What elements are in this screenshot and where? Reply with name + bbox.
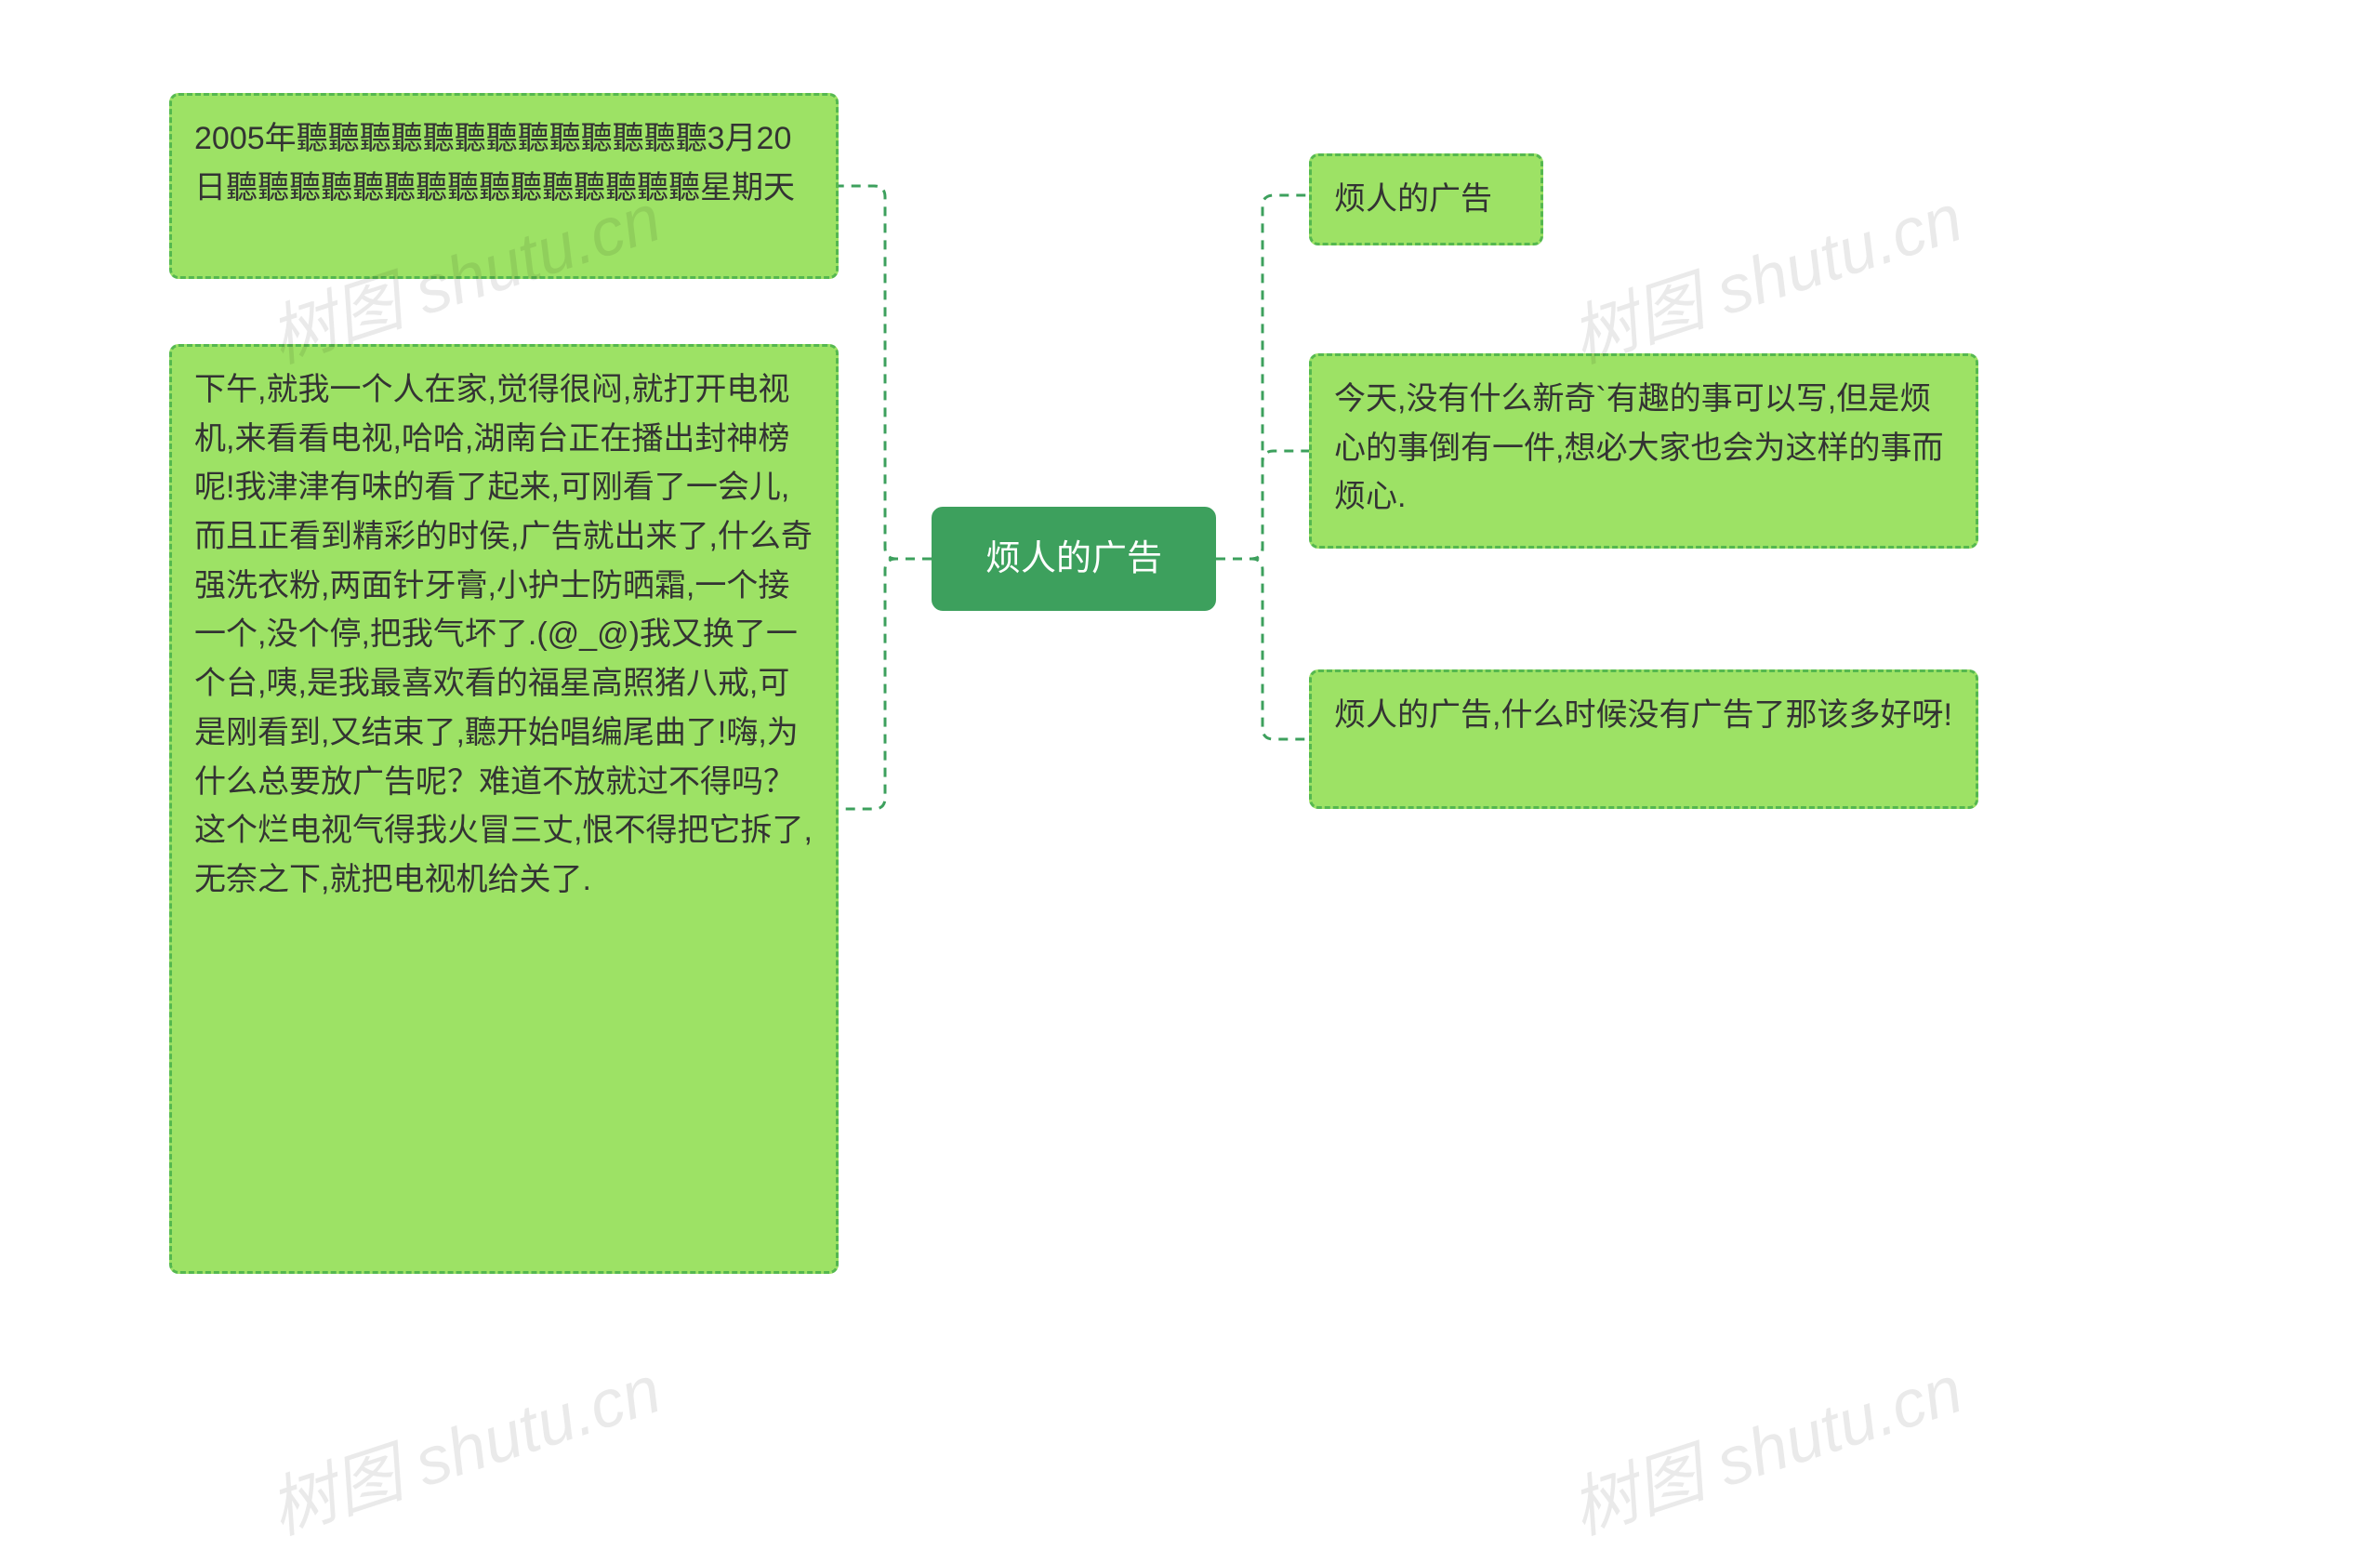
watermark: 树图 shutu.cn <box>255 1334 670 1550</box>
center-node-label: 烦人的广告 <box>985 532 1162 587</box>
right-node-wish-text: 烦人的广告,什么时候没有广告了那该多好呀! <box>1334 697 1952 733</box>
left-node-date-text: 2005年聽聽聽聽聽聽聽聽聽聽聽聽聽3月20日聽聽聽聽聽聽聽聽聽聽聽聽聽聽聽星期… <box>194 121 795 205</box>
left-node-date[interactable]: 2005年聽聽聽聽聽聽聽聽聽聽聽聽聽3月20日聽聽聽聽聽聽聽聽聽聽聽聽聽聽聽星期… <box>169 93 839 279</box>
right-node-wish[interactable]: 烦人的广告,什么时候没有广告了那该多好呀! <box>1309 669 1978 809</box>
right-node-title[interactable]: 烦人的广告 <box>1309 153 1543 245</box>
mindmap-canvas: 烦人的广告 2005年聽聽聽聽聽聽聽聽聽聽聽聽聽3月20日聽聽聽聽聽聽聽聽聽聽聽… <box>0 0 2380 1550</box>
watermark: 树图 shutu.cn <box>1556 1334 1972 1550</box>
right-node-intro[interactable]: 今天,没有什么新奇`有趣的事可以写,但是烦心的事倒有一件,想必大家也会为这样的事… <box>1309 353 1978 549</box>
left-node-story[interactable]: 下午,就我一个人在家,觉得很闷,就打开电视机,来看看电视,哈哈,湖南台正在播出封… <box>169 344 839 1274</box>
connector <box>1216 451 1309 559</box>
left-node-story-text: 下午,就我一个人在家,觉得很闷,就打开电视机,来看看电视,哈哈,湖南台正在播出封… <box>194 372 813 897</box>
center-node[interactable]: 烦人的广告 <box>932 507 1216 611</box>
connector <box>1216 559 1309 739</box>
right-node-title-text: 烦人的广告 <box>1334 181 1492 217</box>
connector <box>839 186 932 559</box>
connector <box>839 559 932 809</box>
watermark: 树图 shutu.cn <box>1556 163 1972 381</box>
connector <box>1216 195 1309 559</box>
right-node-intro-text: 今天,没有什么新奇`有趣的事可以写,但是烦心的事倒有一件,想必大家也会为这样的事… <box>1334 381 1943 514</box>
